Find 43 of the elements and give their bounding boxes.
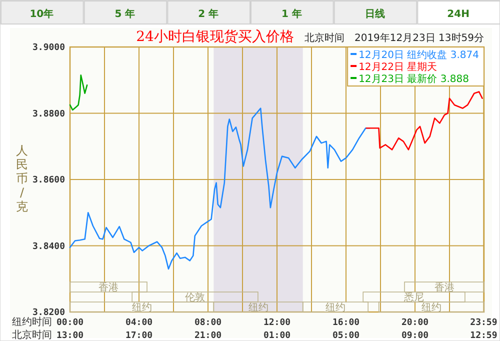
y-tick-label: 3.8800 (32, 109, 65, 120)
x2-tick-label: 13:00 (56, 331, 84, 341)
x2-tick-label: 21:00 (194, 331, 222, 341)
legend-label: 12月23日 最新价 3.888 (358, 73, 469, 85)
annotation: 纽约 (421, 302, 442, 314)
chart-subtitle: 北京时间 2019年12月23日 13时59分 (304, 32, 484, 44)
x-axis-title: 纽约时间 (12, 316, 52, 328)
y-tick-label: 3.9000 (32, 43, 65, 53)
annotation: 香港 (98, 282, 118, 294)
x-tick-label: 00:00 (56, 318, 84, 328)
x-tick-label: 16:00 (332, 318, 360, 328)
annotation: 伦敦 (185, 292, 206, 304)
y-tick-label: 3.8200 (32, 308, 65, 318)
text: 24H (447, 9, 470, 20)
annotation: 纽约 (132, 302, 152, 314)
x-tick-label: 08:00 (194, 318, 222, 328)
line-series (366, 91, 483, 150)
text: 2 年 (198, 8, 219, 20)
legend-label: 12月22日 星期天 (358, 61, 438, 73)
y-tick-label: 3.8600 (32, 176, 65, 186)
x-tick-label: 20:00 (401, 318, 429, 328)
line-series (69, 74, 88, 111)
x2-tick-label: 01:00 (263, 331, 291, 341)
text: 1 年 (281, 8, 302, 20)
text: 5 年 (114, 8, 136, 20)
x-tick-label: 04:00 (125, 318, 153, 328)
x2-tick-label: 17:00 (125, 331, 153, 341)
annotation: 香港 (434, 282, 454, 294)
y-tick-label: 3.8400 (32, 242, 65, 252)
legend-label: 12月20日 纽约收盘 3.874 (358, 49, 479, 61)
x2-tick-label: 12:59 (470, 331, 498, 341)
annotation: 纽约 (325, 302, 346, 314)
y-axis-title: 人民币/克 (16, 144, 28, 214)
x2-tick-label: 09:00 (401, 331, 429, 341)
annotation: 悉尼 (403, 292, 424, 304)
x2-axis-title: 北京时间 (12, 329, 52, 341)
x2-tick-label: 05:00 (332, 331, 360, 341)
x-tick-label: 12:00 (263, 318, 291, 328)
x-tick-label: 23:59 (470, 318, 498, 328)
text: 日线 (365, 8, 385, 20)
text: 10年 (30, 8, 54, 20)
band-label: 纽约 (248, 302, 268, 314)
chart-title: 24小时白银现货买入价格 (136, 29, 294, 45)
